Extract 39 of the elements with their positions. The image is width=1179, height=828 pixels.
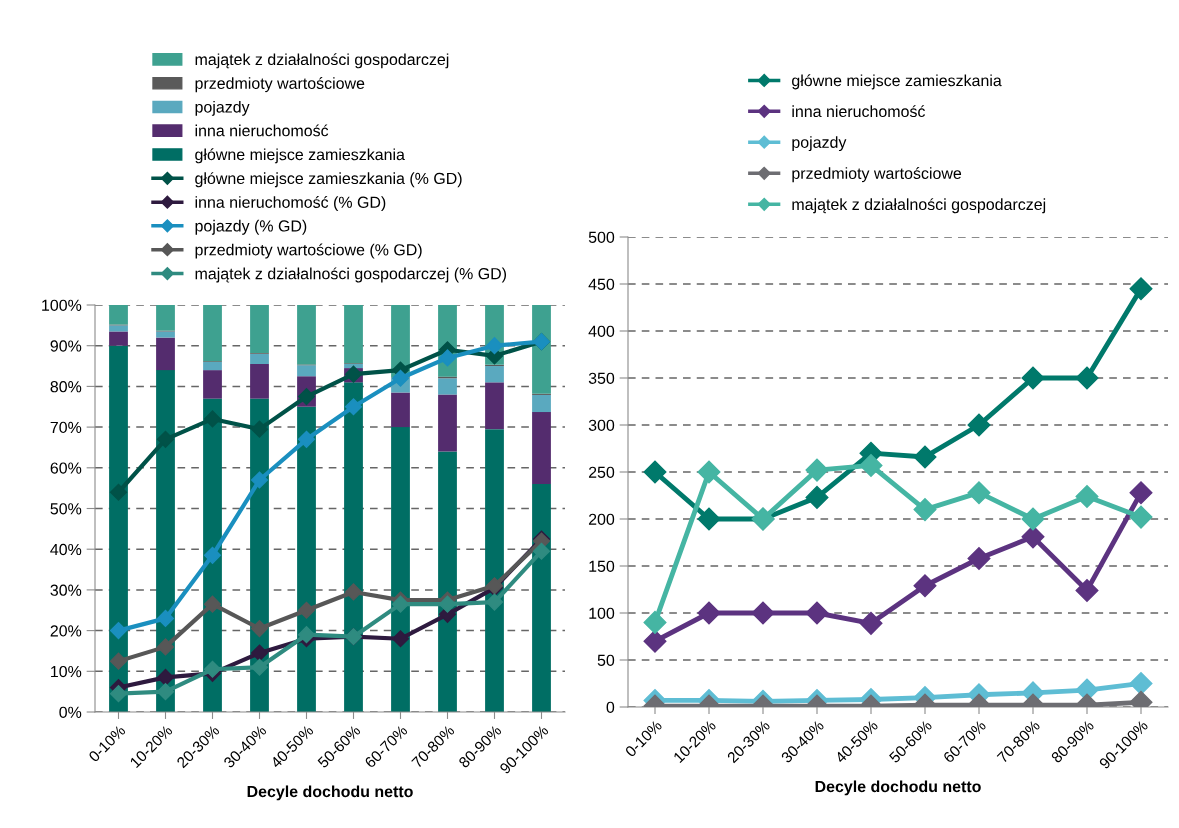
legend-label: inna nieruchomość: [792, 105, 926, 118]
legend-label: główne miejsce zamieszkania: [195, 148, 405, 164]
legend-label: przedmioty wartościowe: [792, 167, 962, 183]
y-tick-label: 500: [588, 231, 615, 243]
y-tick-label: 90%: [50, 340, 82, 352]
y-tick-label: 350: [588, 372, 615, 384]
legend-label: pojazdy: [792, 136, 847, 152]
legend-label: majątek z działalności gospodarczej: [792, 198, 1046, 214]
y-tick-label: 40%: [50, 543, 82, 556]
legend-label: pojazdy (% GD): [195, 219, 307, 235]
legend-label: główne miejsce zamieszkania (% GD): [195, 172, 462, 188]
legend-label: pojazdy: [195, 100, 250, 116]
y-tick-label: 70%: [50, 421, 82, 434]
legend-label: majątek z działalności gospodarczej: [195, 53, 449, 69]
legend-label: majątek z działalności gospodarczej (% GD): [195, 267, 507, 283]
y-tick-label: 300: [588, 419, 615, 431]
y-tick-label: 0%: [59, 706, 82, 718]
y-tick-label: 60%: [50, 462, 82, 474]
y-tick-label: 20%: [50, 625, 82, 637]
y-tick-label: 400: [588, 325, 615, 337]
y-tick-label: 200: [588, 513, 615, 525]
legend-label: główne miejsce zamieszkania: [792, 74, 1002, 90]
y-tick-label: 30%: [50, 584, 82, 596]
y-tick-label: 50%: [50, 503, 82, 515]
y-tick-label: 100%: [42, 299, 82, 311]
legend-label: przedmioty wartościowe: [195, 77, 365, 93]
x-axis-title: Decyle dochodu netto: [247, 785, 413, 801]
y-tick-label: 0: [606, 701, 615, 713]
y-tick-label: 80%: [50, 381, 82, 393]
legend-label: inna nieruchomość (% GD): [195, 196, 386, 212]
y-tick-label: 10%: [51, 665, 82, 678]
y-tick-label: 100: [589, 607, 615, 619]
legend-label: inna nieruchomość: [195, 124, 329, 137]
legend-label: przedmioty wartościowe (% GD): [195, 243, 422, 259]
x-axis-title: Decyle dochodu netto: [815, 780, 981, 796]
y-tick-label: 50: [597, 654, 615, 666]
y-tick-label: 150: [589, 560, 615, 572]
y-tick-label: 450: [588, 278, 615, 290]
y-tick-label: 250: [588, 466, 615, 478]
